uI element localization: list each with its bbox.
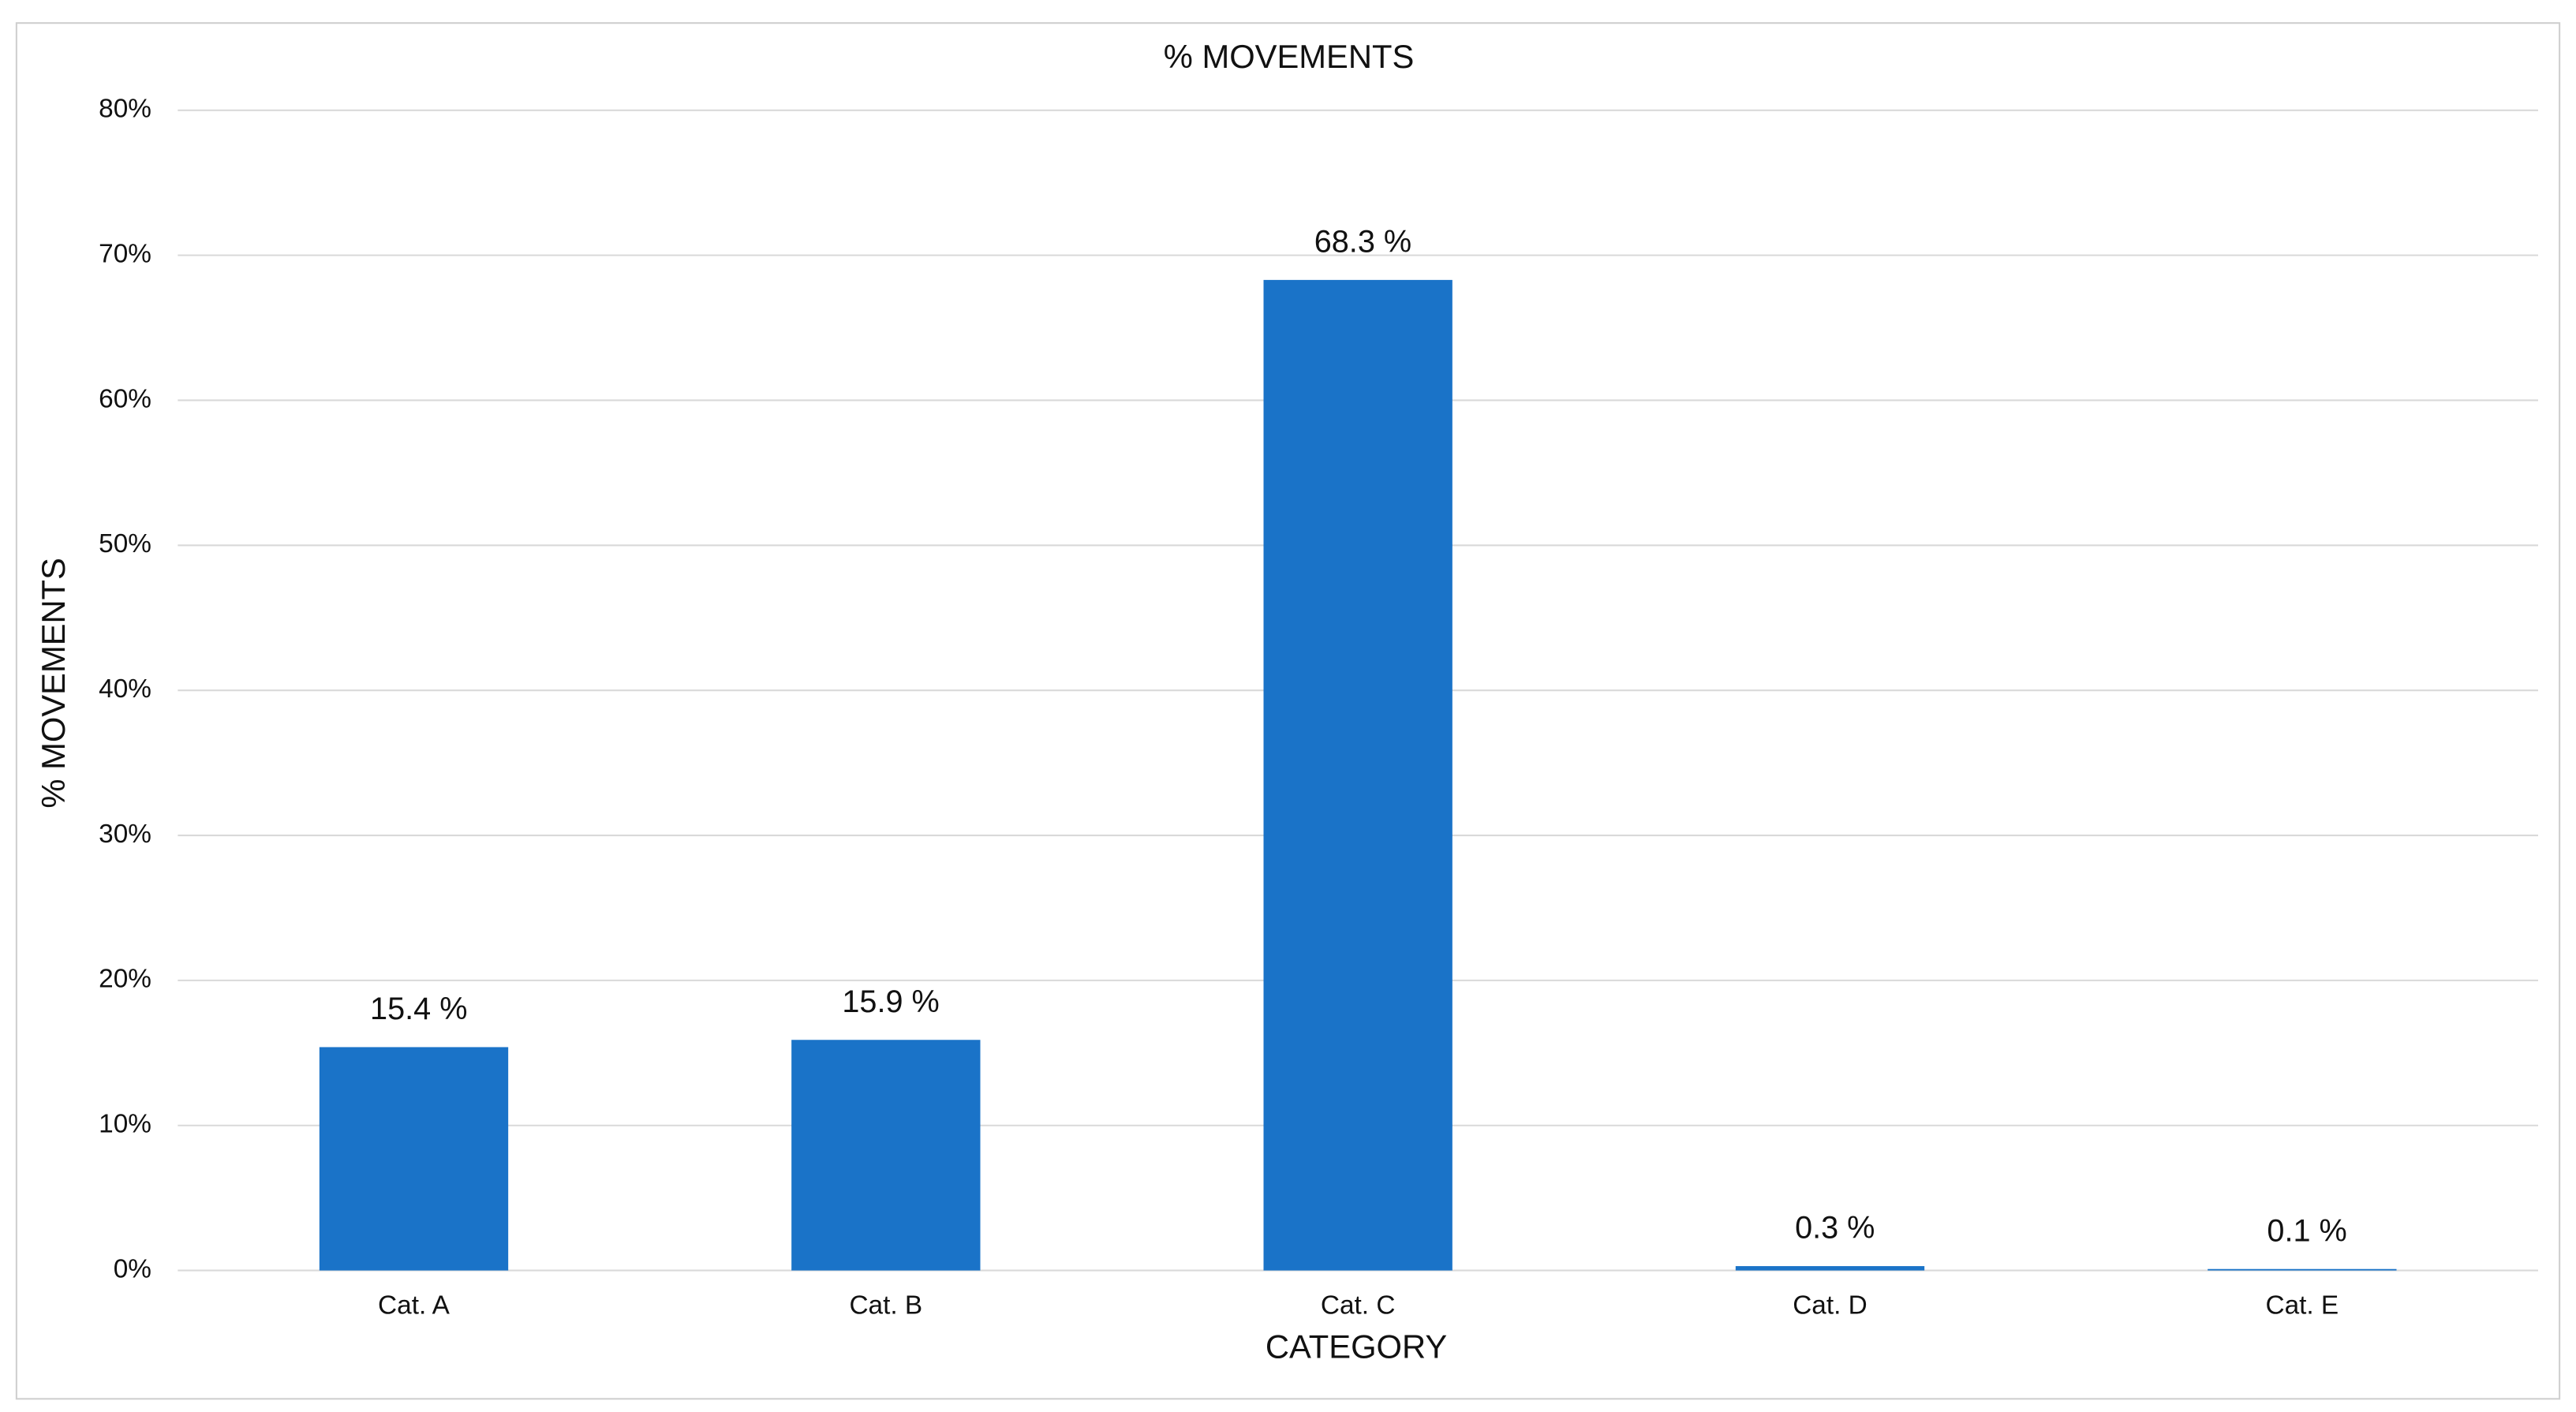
data-label: 15.4 % <box>370 992 467 1026</box>
y-tick-label: 30% <box>99 820 151 849</box>
data-label: 68.3 % <box>1314 224 1411 259</box>
x-tick-label: Cat. A <box>378 1291 451 1320</box>
x-axis-title: CATEGORY <box>1266 1328 1447 1365</box>
y-tick-label: 10% <box>99 1110 151 1139</box>
x-tick-label: Cat. C <box>1321 1291 1396 1320</box>
bar <box>791 1040 981 1271</box>
x-tick-label: Cat. B <box>849 1291 922 1320</box>
bar <box>2208 1268 2397 1271</box>
x-tick-label: Cat. D <box>1793 1291 1868 1320</box>
chart-border <box>15 22 2561 1400</box>
data-label: 15.9 % <box>842 984 939 1019</box>
y-axis-title: % MOVEMENTS <box>35 558 72 809</box>
x-tick-label: Cat. E <box>2265 1291 2339 1320</box>
y-tick-label: 20% <box>99 965 151 994</box>
bar <box>1735 1266 1925 1271</box>
data-label: 0.3 % <box>1795 1211 1875 1246</box>
chart-title: % MOVEMENTS <box>1164 38 1415 75</box>
y-tick-label: 60% <box>99 384 151 413</box>
data-label: 0.1 % <box>2267 1213 2346 1248</box>
y-tick-label: 0% <box>114 1254 151 1283</box>
bar <box>319 1047 509 1271</box>
y-tick-label: 80% <box>99 95 151 124</box>
bar <box>1263 279 1453 1271</box>
y-tick-label: 40% <box>99 674 151 704</box>
y-tick-label: 50% <box>99 529 151 558</box>
y-tick-label: 70% <box>99 239 151 268</box>
